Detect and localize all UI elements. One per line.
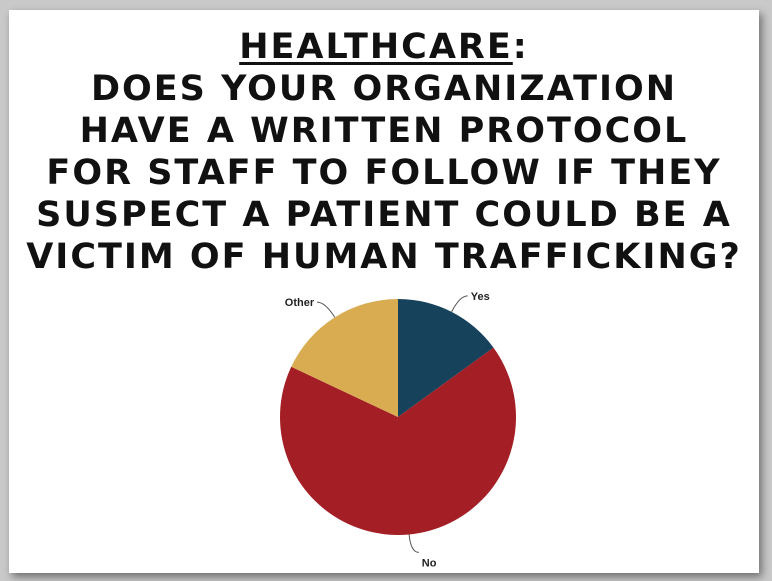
title-heading: HEALTHCARE xyxy=(239,27,513,67)
pie-leader-line-no xyxy=(408,534,419,553)
pie-slice-yes xyxy=(398,299,494,417)
slide-title: HEALTHCARE: DOES YOUR ORGANIZATION HAVE … xyxy=(9,26,759,278)
title-line-4: SUSPECT A PATIENT COULD BE A xyxy=(36,195,732,235)
slide: HEALTHCARE: DOES YOUR ORGANIZATION HAVE … xyxy=(9,10,759,573)
title-line-1: DOES YOUR ORGANIZATION xyxy=(90,69,678,109)
pie-leader-line-other xyxy=(317,301,336,318)
pie-chart: Yes No Other xyxy=(280,291,516,569)
title-heading-suffix: : xyxy=(512,27,529,67)
title-line-3: FOR STAFF TO FOLLOW IF THEY xyxy=(46,153,722,193)
pie-slice-no xyxy=(280,347,516,536)
title-line-2: HAVE A WRITTEN PROTOCOL xyxy=(79,111,689,151)
pie-label-no: No xyxy=(422,557,437,569)
title-line-5: VICTIM OF HUMAN TRAFFICKING? xyxy=(26,237,742,277)
pie-label-yes: Yes xyxy=(471,291,490,303)
pie-leader-line-yes xyxy=(451,295,468,313)
pie-label-other: Other xyxy=(285,297,315,309)
pie-slice-other xyxy=(291,299,398,417)
title-heading-line: HEALTHCARE: xyxy=(9,26,759,68)
